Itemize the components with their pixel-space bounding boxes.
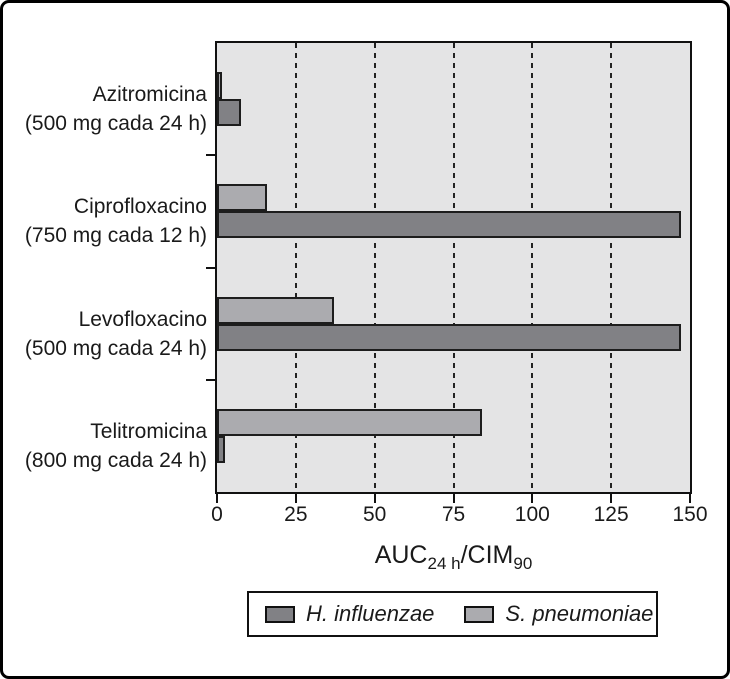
legend-item-h-influenzae: H. influenzae bbox=[265, 601, 434, 627]
x-axis-label-mid: /CIM bbox=[460, 541, 514, 569]
y-axis-tick-3 bbox=[206, 378, 215, 381]
gridline-125 bbox=[610, 43, 613, 492]
category-name-levofloxacino: Levofloxacino bbox=[78, 307, 207, 331]
x-axis-tick-label-75: 75 bbox=[441, 503, 466, 526]
x-axis-tick-label-100: 100 bbox=[514, 503, 550, 526]
plot-area bbox=[215, 41, 692, 494]
gridline-25 bbox=[294, 43, 297, 492]
x-axis-tick-0 bbox=[216, 494, 218, 503]
category-dose-telitromicina: (800 mg cada 24 h) bbox=[24, 448, 207, 472]
category-name-ciprofloxacino: Ciprofloxacino bbox=[73, 195, 207, 219]
category-label-ciprofloxacino: Ciprofloxacino (750 mg cada 12 h) bbox=[0, 192, 207, 250]
legend-swatch-h-influenzae bbox=[265, 605, 295, 623]
x-axis-tick-25 bbox=[294, 494, 297, 503]
bar-telitromicina-s-pneumoniae bbox=[217, 408, 482, 436]
legend-swatch-s-pneumoniae bbox=[464, 605, 495, 623]
category-dose-azitromicina: (500 mg cada 24 h) bbox=[24, 112, 207, 136]
x-axis-tick-150 bbox=[689, 494, 691, 503]
bar-levofloxacino-s-pneumoniae bbox=[217, 296, 334, 324]
gridline-100 bbox=[531, 43, 534, 492]
gridline-75 bbox=[452, 43, 455, 492]
category-dose-ciprofloxacino: (750 mg cada 12 h) bbox=[24, 224, 207, 248]
x-axis-tick-50 bbox=[373, 494, 376, 503]
bar-azitromicina-s-pneumoniae bbox=[217, 72, 222, 100]
gridline-50 bbox=[373, 43, 376, 492]
x-axis-tick-label-125: 125 bbox=[593, 503, 629, 526]
bar-azitromicina-h-influenzae bbox=[217, 99, 241, 127]
bar-levofloxacino-h-influenzae bbox=[217, 323, 681, 351]
bar-ciprofloxacino-h-influenzae bbox=[217, 211, 681, 239]
legend-label-h-influenzae: H. influenzae bbox=[306, 601, 435, 626]
x-axis-label: AUC24 h/CIM90 bbox=[215, 541, 692, 573]
x-axis-tick-label-50: 50 bbox=[362, 503, 387, 526]
x-axis-label-subscript-24h: 24 h bbox=[427, 554, 461, 573]
x-axis-tick-label-25: 25 bbox=[284, 503, 308, 526]
category-name-telitromicina: Telitromicina bbox=[90, 419, 207, 443]
x-axis-label-subscript-90: 90 bbox=[513, 554, 533, 573]
x-axis-tick-75 bbox=[452, 494, 455, 503]
y-axis-tick-1 bbox=[206, 154, 215, 157]
legend-item-s-pneumoniae: S. pneumoniae bbox=[464, 601, 653, 627]
y-axis-tick-2 bbox=[206, 266, 215, 269]
category-label-levofloxacino: Levofloxacino (500 mg cada 24 h) bbox=[0, 305, 207, 363]
x-axis-tick-100 bbox=[531, 494, 534, 503]
bar-telitromicina-h-influenzae bbox=[217, 435, 225, 463]
x-axis-label-prefix: AUC bbox=[374, 541, 428, 569]
x-axis-tick-label-150: 150 bbox=[672, 503, 708, 526]
legend-label-s-pneumoniae: S. pneumoniae bbox=[505, 601, 654, 626]
category-dose-levofloxacino: (500 mg cada 24 h) bbox=[24, 336, 207, 360]
category-label-azitromicina: Azitromicina (500 mg cada 24 h) bbox=[0, 80, 207, 138]
x-axis-tick-label-0: 0 bbox=[211, 503, 223, 526]
bar-ciprofloxacino-s-pneumoniae bbox=[217, 184, 268, 212]
category-name-azitromicina: Azitromicina bbox=[92, 83, 207, 107]
legend: H. influenzae S. pneumoniae bbox=[247, 591, 658, 637]
category-label-telitromicina: Telitromicina (800 mg cada 24 h) bbox=[0, 417, 207, 475]
x-axis-tick-125 bbox=[610, 494, 613, 503]
